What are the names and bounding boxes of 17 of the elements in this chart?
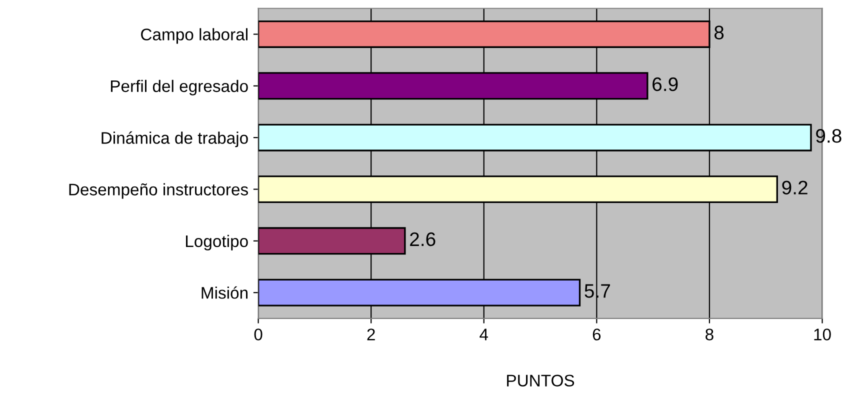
- y-tick-label: Dinámica de trabajo: [102, 131, 248, 148]
- y-tick-label: Logotipo: [186, 234, 248, 250]
- x-tick-label: 0: [254, 328, 262, 340]
- x-tick-label: 2: [367, 328, 375, 340]
- x-axis-title: PUNTOS: [507, 374, 574, 386]
- x-tick-label: 10: [814, 328, 831, 340]
- x-tick-label: 8: [706, 328, 714, 340]
- x-tick-label: 4: [480, 328, 488, 340]
- data-label: 8: [714, 26, 724, 40]
- x-tick-label: 6: [592, 328, 601, 340]
- y-tick-label: Desempeño instructores: [69, 183, 248, 199]
- data-label: 9.2: [782, 180, 808, 194]
- y-tick-label: Campo laboral: [141, 28, 248, 44]
- y-tick-label: Misión: [202, 286, 248, 299]
- y-tick-label: Perfil del egresado: [110, 80, 248, 96]
- data-label: 6.9: [652, 77, 678, 92]
- data-label: 2.6: [410, 232, 436, 246]
